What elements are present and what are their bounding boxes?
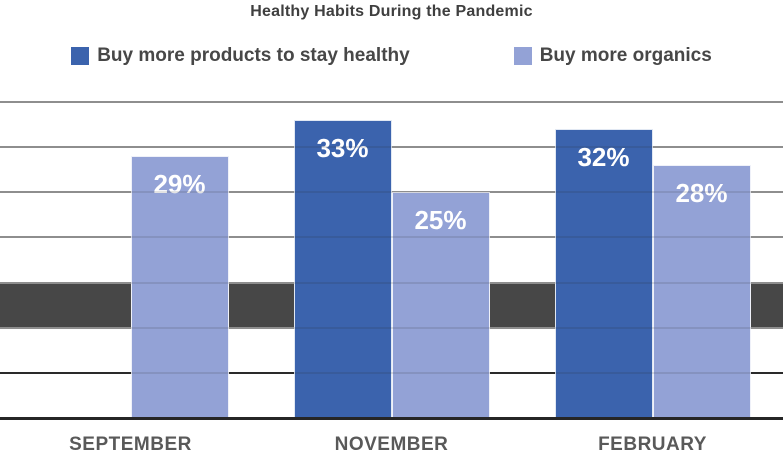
gridline-overlay xyxy=(0,101,783,103)
legend-item: Buy more products to stay healthy xyxy=(71,45,410,67)
x-axis-label: SEPTEMBER xyxy=(69,434,192,455)
x-axis-label: FEBRUARY xyxy=(598,434,707,455)
chart-title: Healthy Habits During the Pandemic xyxy=(250,3,533,20)
gridline-overlay xyxy=(0,281,783,284)
x-axis-label: NOVEMBER xyxy=(334,434,449,455)
bar-value-label: 28% xyxy=(675,178,728,209)
chart-legend: Buy more products to stay healthy Buy mor… xyxy=(0,45,783,67)
x-axis-line xyxy=(0,417,783,420)
gridline-overlay xyxy=(0,146,783,149)
bar: 28% xyxy=(652,165,751,418)
gridline xyxy=(0,146,783,149)
legend-label: Buy more products to stay healthy xyxy=(97,45,410,66)
gridline-overlay xyxy=(0,326,783,329)
bar-value-label: 32% xyxy=(577,142,630,173)
gridline-overlay xyxy=(0,371,783,374)
bar: 25% xyxy=(391,192,490,418)
bar: 32% xyxy=(554,129,653,418)
legend-item: Buy more organics xyxy=(513,45,712,67)
bar-value-label: 25% xyxy=(414,205,467,236)
gridline xyxy=(0,101,783,103)
legend-swatch xyxy=(71,47,90,65)
legend-swatch xyxy=(513,47,532,65)
bar-value-label: 33% xyxy=(316,133,369,164)
gridline-overlay xyxy=(0,191,783,194)
gridline-overlay xyxy=(0,236,783,239)
bar: 29% xyxy=(130,156,229,418)
bar: 33% xyxy=(293,120,392,418)
legend-label: Buy more organics xyxy=(539,45,712,66)
bar-value-label: 29% xyxy=(153,169,206,200)
